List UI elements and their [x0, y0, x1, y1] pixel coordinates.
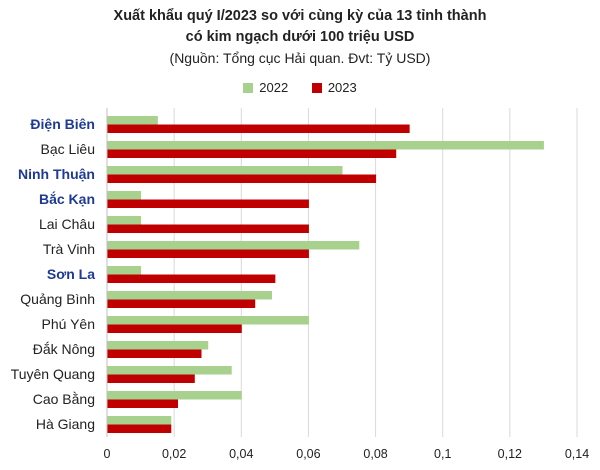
bar-2022-2: [107, 166, 343, 175]
category-label: Hà Giang: [36, 416, 95, 432]
bar-2022-0: [107, 116, 158, 125]
bar-2022-8: [107, 316, 309, 325]
bar-2023-12: [107, 424, 172, 433]
legend-item-2023: 2023: [311, 80, 357, 95]
bar-2023-9: [107, 349, 202, 358]
category-label: Tuyên Quang: [11, 366, 95, 382]
bar-2022-10: [107, 366, 232, 375]
bar-2023-2: [107, 174, 377, 183]
category-label: Bắc Kạn: [39, 190, 95, 207]
bar-2023-7: [107, 299, 256, 308]
x-tick-label: 0: [104, 447, 111, 461]
category-label: Bạc Liêu: [41, 141, 95, 157]
bar-2023-5: [107, 249, 309, 258]
x-tick-label: 0,08: [363, 447, 387, 461]
bar-2022-11: [107, 391, 242, 400]
x-tick-label: 0,12: [498, 447, 522, 461]
bar-2023-0: [107, 124, 410, 133]
bar-2023-1: [107, 149, 397, 158]
bar-2023-3: [107, 199, 309, 208]
category-label: Trà Vinh: [43, 241, 95, 257]
category-label: Sơn La: [47, 266, 95, 282]
chart-legend: 2022 2023: [0, 80, 600, 96]
bar-2023-8: [107, 324, 242, 333]
x-tick-label: 0,1: [434, 447, 451, 461]
legend-label-2022: 2022: [259, 80, 289, 95]
bar-2022-5: [107, 241, 360, 250]
category-label: Cao Bằng: [33, 391, 95, 407]
chart-subtitle: (Nguồn: Tổng cục Hải quan. Đvt: Tỷ USD): [169, 50, 431, 66]
x-tick-label: 0,06: [296, 447, 320, 461]
category-label: Quảng Bình: [20, 291, 95, 307]
bar-2023-10: [107, 374, 195, 383]
bar-2023-11: [107, 399, 178, 408]
bar-2023-6: [107, 274, 276, 283]
x-tick-label: 0,02: [162, 447, 186, 461]
bar-2022-6: [107, 266, 142, 275]
chart-title-line-1: Xuất khẩu quý I/2023 so với cùng kỳ của …: [113, 8, 487, 24]
bar-2022-3: [107, 191, 142, 200]
category-label: Đắk Nông: [33, 341, 95, 357]
bar-2022-4: [107, 216, 142, 225]
category-label: Điện Biên: [30, 116, 95, 132]
category-label: Phú Yên: [42, 316, 95, 332]
legend-swatch-2022: [243, 82, 254, 93]
chart-title-line-2: có kim ngạch dưới 100 triệu USD: [185, 29, 415, 45]
x-tick-label: 0,14: [565, 447, 589, 461]
category-label: Lai Châu: [39, 216, 95, 232]
bar-2022-1: [107, 141, 544, 150]
bar-2022-7: [107, 291, 272, 300]
legend-label-2023: 2023: [327, 80, 357, 95]
legend-item-2022: 2022: [243, 80, 288, 95]
bar-2022-12: [107, 416, 172, 425]
category-label: Ninh Thuận: [18, 166, 95, 182]
bar-2023-4: [107, 224, 309, 233]
chart-title-block: Xuất khẩu quý I/2023 so với cùng kỳ của …: [0, 6, 600, 68]
x-tick-label: 0,04: [229, 447, 253, 461]
legend-swatch-2023: [311, 82, 322, 93]
bar-2022-9: [107, 341, 209, 350]
